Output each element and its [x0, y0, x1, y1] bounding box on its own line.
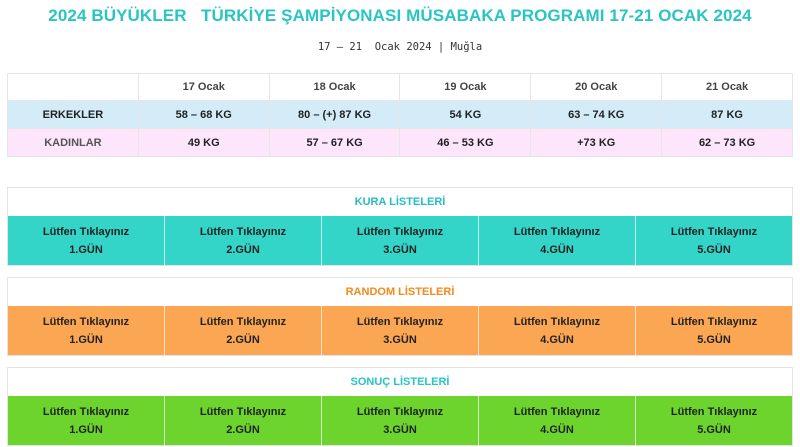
kura-day-1-button[interactable]: Lütfen Tıklayınız 1.GÜN [8, 216, 165, 265]
kura-day-3-button[interactable]: Lütfen Tıklayınız 3.GÜN [322, 216, 479, 265]
random-day-1-button[interactable]: Lütfen Tıklayınız 1.GÜN [8, 306, 165, 355]
sonuc-day-4-button[interactable]: Lütfen Tıklayınız 4.GÜN [479, 396, 636, 445]
sonuc-section-title: SONUÇ LİSTELERİ [8, 368, 792, 396]
button-label: Lütfen Tıklayınız [356, 225, 444, 238]
kura-button-row: Lütfen Tıklayınız 1.GÜN Lütfen Tıklayınız… [8, 216, 792, 265]
button-label: Lütfen Tıklayınız [513, 225, 601, 238]
header-day-1: 17 Ocak [137, 73, 270, 101]
women-day-2: 57 – 67 KG [268, 128, 401, 157]
women-day-3: 46 – 53 KG [399, 128, 532, 157]
schedule-header-row: 17 Ocak 18 Ocak 19 Ocak 20 Ocak 21 Ocak [7, 73, 793, 101]
men-label: ERKEKLER [7, 100, 139, 129]
random-day-4-button[interactable]: Lütfen Tıklayınız 4.GÜN [479, 306, 636, 355]
button-label: Lütfen Tıklayınız [199, 315, 287, 328]
random-section-title: RANDOM LİSTELERİ [8, 278, 792, 306]
sonuc-section: SONUÇ LİSTELERİ Lütfen Tıklayınız 1.GÜN L… [7, 367, 793, 446]
men-day-3: 54 KG [399, 100, 532, 129]
button-day: 5.GÜN [697, 243, 731, 256]
men-day-5: 87 KG [661, 100, 793, 129]
button-label: Lütfen Tıklayınız [42, 405, 130, 418]
button-label: Lütfen Tıklayınız [670, 225, 758, 238]
button-label: Lütfen Tıklayınız [513, 405, 601, 418]
button-day: 3.GÜN [383, 243, 417, 256]
button-day: 1.GÜN [69, 243, 103, 256]
button-label: Lütfen Tıklayınız [42, 315, 130, 328]
sonuc-day-1-button[interactable]: Lütfen Tıklayınız 1.GÜN [8, 396, 165, 445]
button-day: 4.GÜN [540, 423, 574, 436]
page-title: 2024 BÜYÜKLER TÜRKİYE ŞAMPİYONASI MÜSABA… [48, 6, 752, 25]
random-section: RANDOM LİSTELERİ Lütfen Tıklayınız 1.GÜN … [7, 277, 793, 356]
kura-section-title: KURA LİSTELERİ [8, 188, 792, 216]
button-day: 4.GÜN [540, 333, 574, 346]
button-label: Lütfen Tıklayınız [199, 405, 287, 418]
random-button-row: Lütfen Tıklayınız 1.GÜN Lütfen Tıklayınız… [8, 306, 792, 355]
random-day-2-button[interactable]: Lütfen Tıklayınız 2.GÜN [165, 306, 322, 355]
sonuc-button-row: Lütfen Tıklayınız 1.GÜN Lütfen Tıklayınız… [8, 396, 792, 445]
women-day-1: 49 KG [137, 128, 270, 157]
schedule-table: 17 Ocak 18 Ocak 19 Ocak 20 Ocak 21 Ocak … [7, 73, 793, 157]
button-label: Lütfen Tıklayınız [199, 225, 287, 238]
kura-day-2-button[interactable]: Lütfen Tıklayınız 2.GÜN [165, 216, 322, 265]
kura-section: KURA LİSTELERİ Lütfen Tıklayınız 1.GÜN Lü… [7, 187, 793, 266]
sonuc-day-5-button[interactable]: Lütfen Tıklayınız 5.GÜN [636, 396, 792, 445]
button-label: Lütfen Tıklayınız [670, 405, 758, 418]
button-label: Lütfen Tıklayınız [356, 405, 444, 418]
button-day: 3.GÜN [383, 333, 417, 346]
random-day-3-button[interactable]: Lütfen Tıklayınız 3.GÜN [322, 306, 479, 355]
header-day-2: 18 Ocak [268, 73, 401, 101]
button-label: Lütfen Tıklayınız [42, 225, 130, 238]
button-label: Lütfen Tıklayınız [356, 315, 444, 328]
button-day: 5.GÜN [697, 333, 731, 346]
button-day: 2.GÜN [226, 243, 260, 256]
button-day: 3.GÜN [383, 423, 417, 436]
women-row: KADINLAR 49 KG 57 – 67 KG 46 – 53 KG +73… [7, 128, 793, 157]
button-day: 2.GÜN [226, 333, 260, 346]
button-label: Lütfen Tıklayınız [670, 315, 758, 328]
page-subtitle: 17 – 21 Ocak 2024 | Muğla [317, 41, 483, 53]
button-label: Lütfen Tıklayınız [513, 315, 601, 328]
kura-day-5-button[interactable]: Lütfen Tıklayınız 5.GÜN [636, 216, 792, 265]
button-day: 4.GÜN [540, 243, 574, 256]
men-day-1: 58 – 68 KG [137, 100, 270, 129]
button-day: 1.GÜN [69, 423, 103, 436]
button-day: 5.GÜN [697, 423, 731, 436]
header-day-4: 20 Ocak [530, 73, 663, 101]
button-day: 2.GÜN [226, 423, 260, 436]
women-day-5: 62 – 73 KG [661, 128, 793, 157]
men-row: ERKEKLER 58 – 68 KG 80 – (+) 87 KG 54 KG… [7, 100, 793, 129]
sonuc-day-2-button[interactable]: Lütfen Tıklayınız 2.GÜN [165, 396, 322, 445]
random-day-5-button[interactable]: Lütfen Tıklayınız 5.GÜN [636, 306, 792, 355]
header-day-5: 21 Ocak [661, 73, 793, 101]
men-day-4: 63 – 74 KG [530, 100, 663, 129]
header-empty [7, 73, 139, 101]
kura-day-4-button[interactable]: Lütfen Tıklayınız 4.GÜN [479, 216, 636, 265]
men-day-2: 80 – (+) 87 KG [268, 100, 401, 129]
women-label: KADINLAR [7, 128, 139, 157]
header-day-3: 19 Ocak [399, 73, 532, 101]
women-day-4: +73 KG [530, 128, 663, 157]
sonuc-day-3-button[interactable]: Lütfen Tıklayınız 3.GÜN [322, 396, 479, 445]
button-day: 1.GÜN [69, 333, 103, 346]
